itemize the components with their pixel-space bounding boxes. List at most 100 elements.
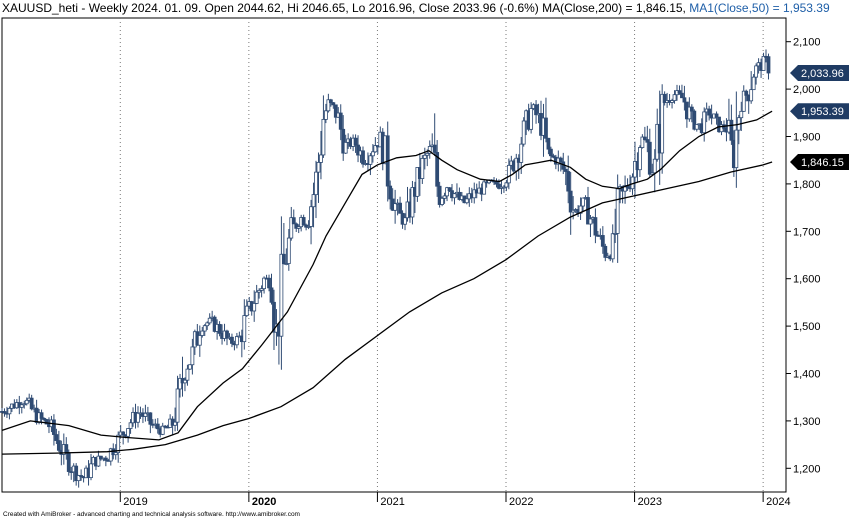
candle-body (22, 403, 27, 406)
candle-body (272, 301, 276, 333)
candle-body (766, 56, 771, 74)
candle-body (432, 144, 437, 153)
ma50-price-label-text: 1,953.39 (801, 106, 844, 118)
candle-body (64, 444, 69, 454)
candle-body (116, 434, 121, 453)
candle-body (286, 237, 291, 264)
header-main: XAUUSD_heti - Weekly 2024. 01. 09. Open … (2, 1, 539, 15)
candle-body (581, 197, 585, 207)
x-tick-label: 2022 (509, 496, 533, 508)
x-tick-label: 2020 (252, 496, 276, 508)
candle-body (230, 336, 234, 344)
candle-body (269, 287, 274, 303)
y-tick-label: 1,900 (793, 132, 821, 144)
candle-body (341, 128, 346, 154)
ma200-price-label-bg (790, 154, 849, 171)
candle-body (160, 425, 165, 435)
candle-body (403, 217, 407, 225)
candle-body (754, 65, 759, 78)
x-tick-label: 2019 (123, 496, 147, 508)
candle-body (267, 277, 271, 289)
x-tick-label: 2023 (638, 496, 662, 508)
candle-body (2, 411, 7, 414)
candle-body (19, 404, 24, 408)
candle-body (338, 112, 343, 130)
candle-body (610, 233, 615, 260)
candle-body (52, 419, 56, 435)
candle-body (254, 291, 259, 304)
candle-body (613, 233, 618, 235)
candle-body (677, 90, 682, 94)
candle-body (393, 203, 398, 211)
candle-body (519, 143, 524, 163)
candle-body (415, 167, 420, 197)
candle-body (623, 185, 627, 192)
candle-body (729, 119, 734, 141)
candle-body (440, 197, 445, 205)
candle-body (126, 428, 130, 437)
candle-body (185, 368, 190, 381)
candle-body (647, 141, 652, 175)
candle-body (343, 141, 348, 154)
candle-body (183, 379, 187, 384)
y-tick-label: 2,000 (793, 84, 821, 96)
candle-body (529, 108, 534, 130)
candle-body (356, 144, 360, 156)
last-price-label-bg (790, 65, 849, 82)
y-tick-label: 1,800 (793, 179, 821, 191)
candle-body (652, 158, 657, 174)
candle-body (279, 253, 284, 337)
candle-body (373, 145, 378, 153)
candles (0, 49, 771, 488)
candle-body (521, 120, 526, 145)
candle-body (284, 263, 289, 265)
candle-body (638, 147, 642, 171)
candle-body (309, 206, 313, 227)
candle-body (306, 226, 311, 228)
last-price-label-text: 2,033.96 (801, 68, 844, 80)
candle-body (54, 434, 59, 441)
candle-body (188, 364, 192, 370)
candle-body (566, 171, 571, 192)
ma200-price-label: 1,846.15 (790, 154, 849, 171)
candle-body (321, 118, 326, 156)
candle-body (259, 288, 264, 291)
candle-body (551, 155, 556, 158)
last-price-label: 2,033.96 (790, 65, 849, 82)
candle-body (128, 422, 133, 429)
candle-body (324, 110, 328, 120)
candle-body (262, 277, 266, 290)
candle-body (741, 90, 746, 112)
candle-body (66, 452, 71, 472)
candle-body (289, 217, 294, 239)
candle-body (281, 253, 286, 265)
candle-body (39, 412, 44, 419)
candle-body (472, 189, 477, 199)
candle-body (694, 124, 699, 130)
candle-body (202, 325, 207, 332)
candle-body (427, 146, 432, 154)
candle-body (178, 377, 182, 390)
candle-body (422, 154, 427, 159)
candle-body (660, 93, 665, 154)
candle-body (714, 113, 719, 118)
candle-body (442, 195, 447, 199)
candle-body (680, 92, 684, 99)
candle-body (155, 423, 160, 430)
candle-body (44, 419, 49, 425)
candle-body (29, 397, 34, 410)
candle-body (99, 455, 103, 460)
candle-body (103, 457, 108, 461)
candle-body (642, 136, 647, 140)
header-ma50: MA1(Close,50) = 1,953.39 (689, 1, 830, 15)
candle-body (682, 97, 687, 103)
candle-body (121, 431, 126, 436)
candle-body (331, 102, 336, 106)
candle-body (670, 100, 674, 103)
y-tick-label: 1,500 (793, 321, 821, 333)
candle-body (316, 162, 321, 173)
candle-body (205, 322, 210, 327)
candle-body (447, 187, 452, 192)
y-tick-label: 1,700 (793, 226, 821, 238)
